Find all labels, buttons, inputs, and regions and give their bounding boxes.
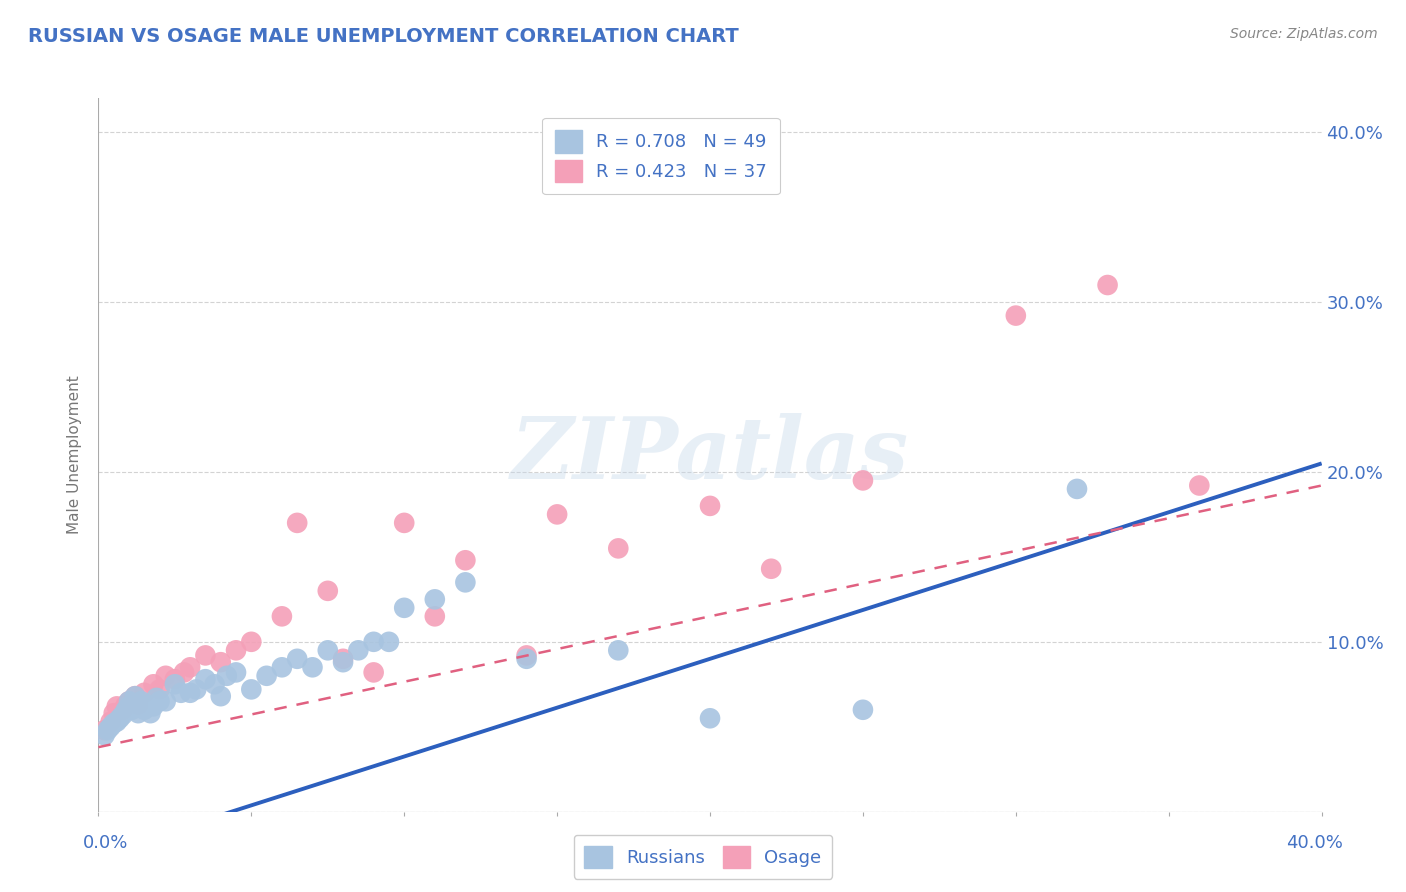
Point (173, 665, 195, 680)
Point (1097, 278, 1119, 293)
Point (139, 706, 162, 721)
Point (142, 677, 165, 691)
Point (1004, 309, 1026, 323)
Point (759, 562, 782, 576)
Point (516, 652, 538, 666)
Point (136, 698, 159, 712)
Point (215, 669, 238, 683)
Point (134, 703, 156, 717)
Point (170, 686, 193, 700)
Point (186, 682, 208, 697)
Point (454, 575, 477, 590)
Point (93, 728, 115, 742)
Point (256, 669, 278, 683)
Point (105, 699, 128, 714)
Text: 40.0%: 40.0% (1286, 834, 1343, 852)
Text: 0.0%: 0.0% (83, 834, 128, 852)
Point (332, 652, 354, 666)
Point (392, 516, 416, 530)
Point (118, 694, 141, 708)
Point (115, 698, 138, 712)
Point (378, 635, 401, 649)
Point (108, 711, 131, 725)
Point (127, 706, 149, 721)
Legend: Russians, Osage: Russians, Osage (574, 835, 832, 879)
Point (145, 690, 167, 705)
Point (129, 694, 152, 708)
Point (93, 723, 115, 738)
Point (149, 682, 172, 697)
Point (699, 711, 721, 725)
Point (852, 474, 875, 488)
Point (316, 643, 339, 657)
Point (516, 648, 538, 663)
Point (149, 694, 172, 708)
Point (1188, 478, 1211, 492)
Point (209, 655, 232, 669)
Point (285, 516, 308, 530)
Point (852, 703, 875, 717)
Point (423, 609, 446, 624)
Point (124, 698, 146, 712)
Point (209, 689, 232, 703)
Point (121, 703, 143, 717)
Point (332, 655, 354, 669)
Point (1066, 482, 1088, 496)
Point (179, 686, 201, 700)
Y-axis label: Male Unemployment: Male Unemployment (67, 376, 83, 534)
Point (240, 682, 263, 697)
Point (363, 635, 385, 649)
Point (301, 660, 323, 674)
Text: RUSSIAN VS OSAGE MALE UNEMPLOYMENT CORRELATION CHART: RUSSIAN VS OSAGE MALE UNEMPLOYMENT CORRE… (28, 27, 740, 45)
Point (363, 665, 385, 680)
Point (155, 669, 177, 683)
Point (111, 703, 134, 717)
Point (127, 698, 149, 712)
Point (134, 686, 156, 700)
Point (100, 714, 122, 729)
Point (124, 689, 146, 703)
Point (103, 716, 125, 731)
Legend: R = 0.708   N = 49, R = 0.423   N = 37: R = 0.708 N = 49, R = 0.423 N = 37 (543, 118, 780, 194)
Point (163, 677, 186, 691)
Point (204, 677, 226, 691)
Text: Source: ZipAtlas.com: Source: ZipAtlas.com (1230, 27, 1378, 41)
Point (155, 694, 177, 708)
Point (194, 648, 217, 663)
Point (225, 665, 247, 680)
Point (118, 699, 141, 714)
Text: ZIPatlas: ZIPatlas (510, 413, 910, 497)
Point (240, 635, 263, 649)
Point (105, 714, 128, 729)
Point (124, 689, 146, 703)
Point (179, 660, 201, 674)
Point (225, 643, 247, 657)
Point (607, 541, 630, 556)
Point (142, 699, 165, 714)
Point (699, 499, 721, 513)
Point (194, 672, 217, 686)
Point (546, 508, 568, 522)
Point (115, 703, 138, 717)
Point (316, 583, 339, 598)
Point (100, 720, 122, 734)
Point (607, 643, 630, 657)
Point (111, 707, 134, 722)
Point (392, 600, 416, 615)
Point (163, 672, 186, 686)
Point (347, 643, 370, 657)
Point (454, 553, 477, 567)
Point (270, 660, 292, 674)
Point (97, 723, 120, 738)
Point (423, 592, 446, 607)
Point (103, 706, 125, 721)
Point (270, 609, 292, 624)
Point (118, 694, 141, 708)
Point (285, 652, 308, 666)
